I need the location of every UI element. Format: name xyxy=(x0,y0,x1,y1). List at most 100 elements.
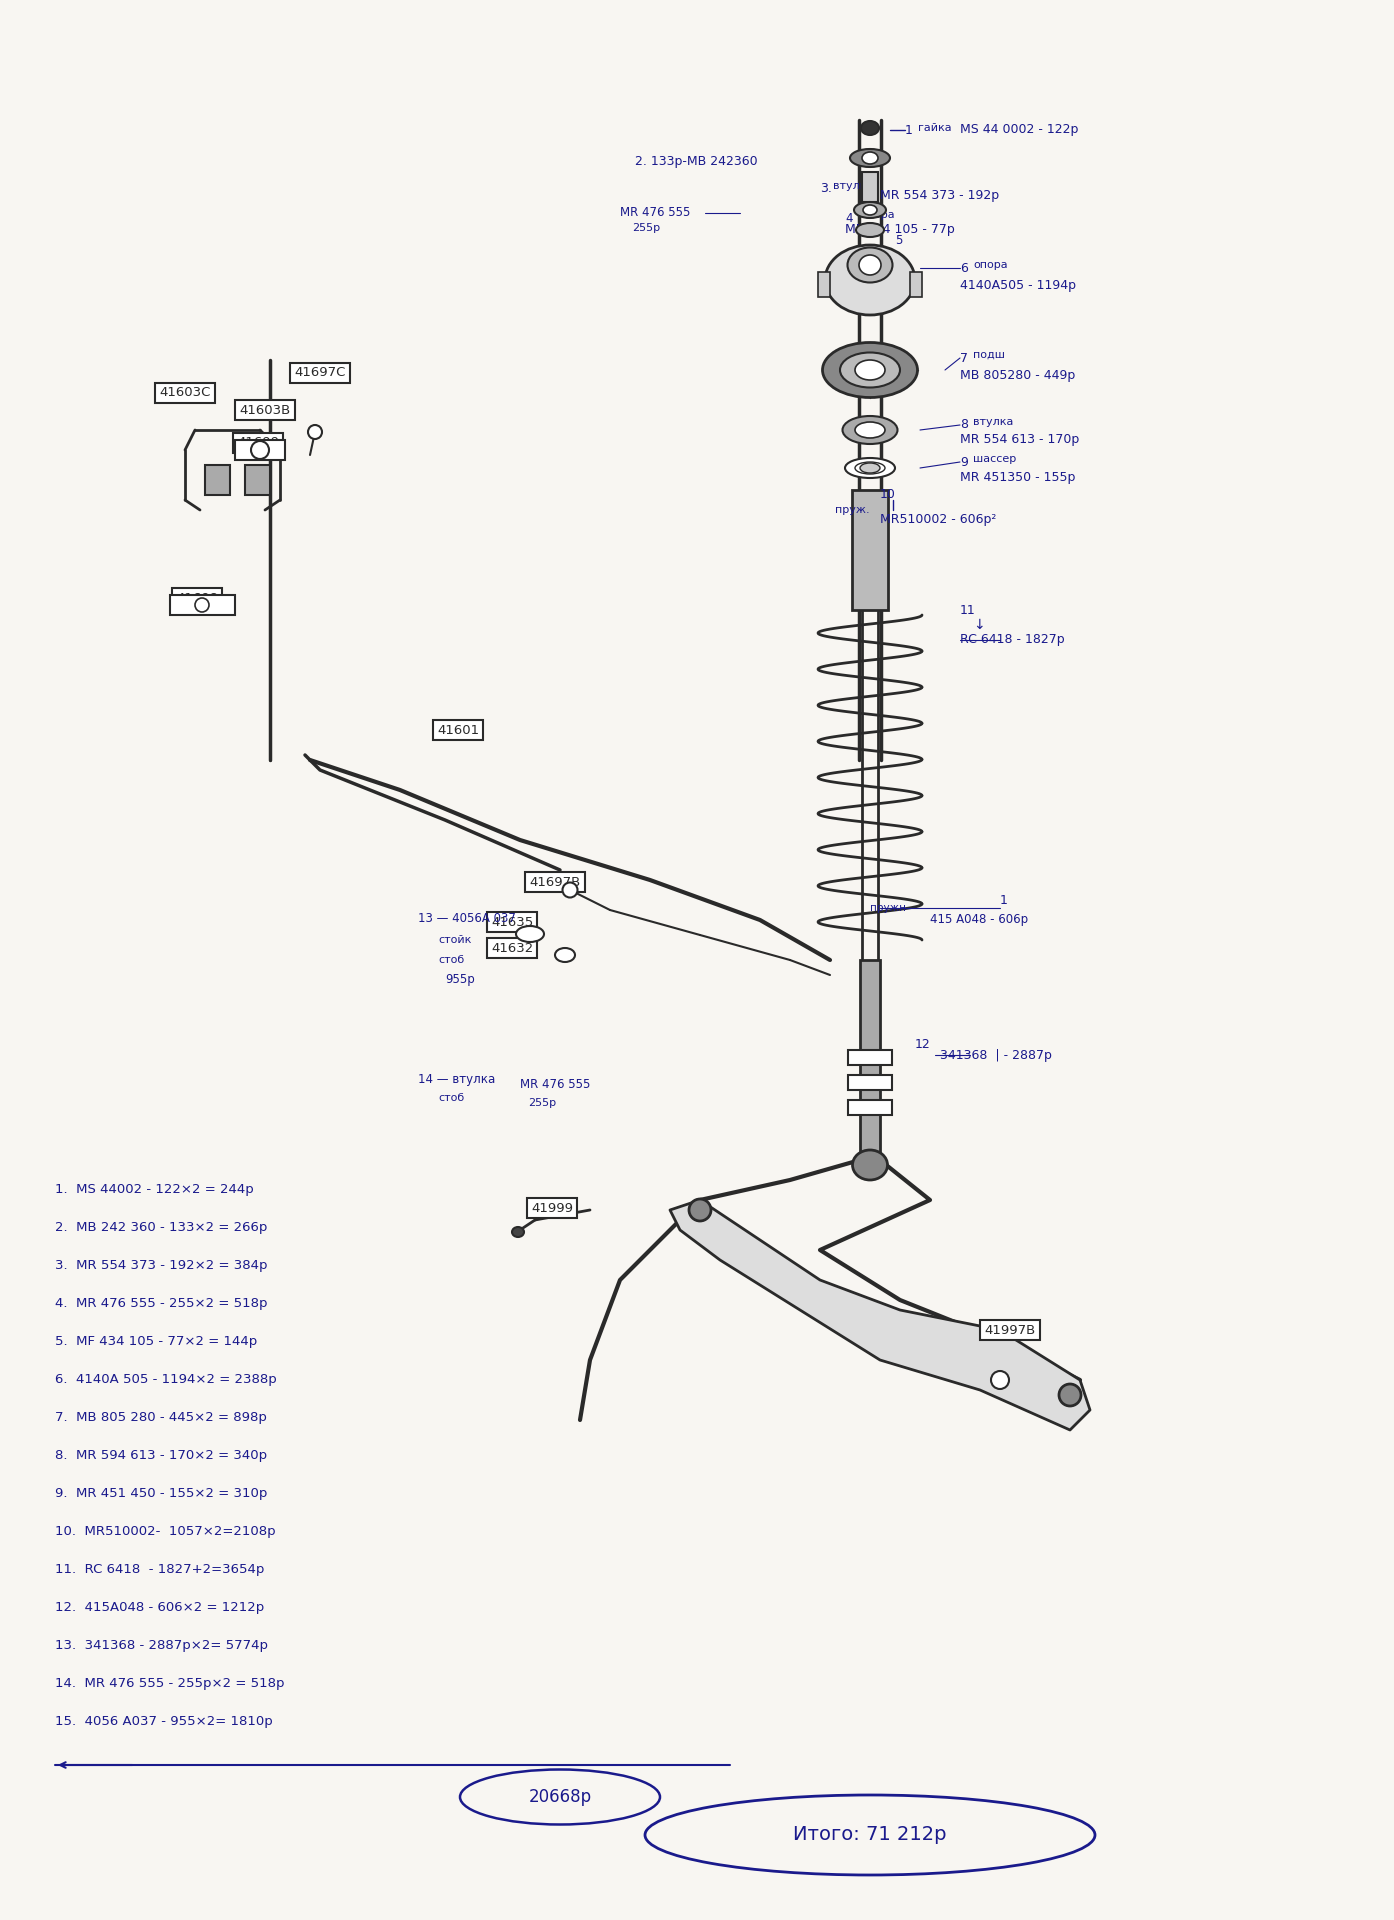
Text: 12.  415A048 - 606×2 = 1212р: 12. 415A048 - 606×2 = 1212р xyxy=(54,1601,265,1615)
Text: 10: 10 xyxy=(880,488,896,501)
Ellipse shape xyxy=(848,248,892,282)
Text: 2.  MB 242 360 - 133×2 = 266р: 2. MB 242 360 - 133×2 = 266р xyxy=(54,1221,268,1235)
Ellipse shape xyxy=(822,342,917,397)
Text: 13.  341368 - 2887p×2= 5774р: 13. 341368 - 2887p×2= 5774р xyxy=(54,1640,268,1653)
Text: 15.  4056 A037 - 955×2= 1810р: 15. 4056 A037 - 955×2= 1810р xyxy=(54,1715,273,1728)
Ellipse shape xyxy=(555,948,574,962)
Text: RC 6418 - 1827р: RC 6418 - 1827р xyxy=(960,634,1065,647)
Text: втулка: втулка xyxy=(973,417,1013,426)
Ellipse shape xyxy=(853,1150,888,1181)
Text: 12: 12 xyxy=(914,1039,931,1052)
Text: MR 451350 - 155р: MR 451350 - 155р xyxy=(960,472,1075,484)
Bar xyxy=(236,440,284,461)
Bar xyxy=(860,960,880,1160)
Text: 41603B: 41603B xyxy=(240,403,290,417)
Text: 11: 11 xyxy=(960,603,976,616)
Ellipse shape xyxy=(859,255,881,275)
Text: опора: опора xyxy=(973,259,1008,271)
Bar xyxy=(910,273,921,298)
Text: 41697B: 41697B xyxy=(530,876,581,889)
Ellipse shape xyxy=(863,205,877,215)
Text: 13 — 4056A 037: 13 — 4056A 037 xyxy=(418,912,516,925)
Text: 5: 5 xyxy=(895,234,902,246)
Ellipse shape xyxy=(195,597,209,612)
Bar xyxy=(818,273,829,298)
Bar xyxy=(861,173,878,202)
Text: 6: 6 xyxy=(960,261,967,275)
Ellipse shape xyxy=(251,442,269,459)
Ellipse shape xyxy=(308,424,322,440)
Text: шассер: шассер xyxy=(973,453,1016,465)
Text: 341368  | - 2887р: 341368 | - 2887р xyxy=(940,1048,1052,1062)
Text: MF 434 105 - 77р: MF 434 105 - 77р xyxy=(845,223,955,236)
Ellipse shape xyxy=(855,202,887,219)
Text: 5.  MF 434 105 - 77×2 = 144р: 5. MF 434 105 - 77×2 = 144р xyxy=(54,1336,258,1348)
Text: стоб: стоб xyxy=(438,1092,464,1102)
Text: 1: 1 xyxy=(905,123,913,136)
Text: 9.  MR 451 450 - 155×2 = 310р: 9. MR 451 450 - 155×2 = 310р xyxy=(54,1488,268,1501)
Text: 4140A505 - 1194р: 4140A505 - 1194р xyxy=(960,278,1076,292)
Text: пруж.: пруж. xyxy=(835,505,870,515)
Ellipse shape xyxy=(855,463,885,474)
Text: 4.  MR 476 555 - 255×2 = 518р: 4. MR 476 555 - 255×2 = 518р xyxy=(54,1298,268,1311)
Text: 41601: 41601 xyxy=(436,724,480,737)
Bar xyxy=(848,1075,892,1091)
Text: 41698: 41698 xyxy=(176,591,217,605)
Ellipse shape xyxy=(856,223,884,236)
Ellipse shape xyxy=(850,150,889,167)
Text: 3.  MR 554 373 - 192×2 = 384р: 3. MR 554 373 - 192×2 = 384р xyxy=(54,1260,268,1273)
Ellipse shape xyxy=(516,925,544,943)
Ellipse shape xyxy=(563,883,577,897)
Text: подш: подш xyxy=(973,349,1005,361)
Text: 415 A048 - 606р: 415 A048 - 606р xyxy=(930,914,1029,927)
Ellipse shape xyxy=(689,1198,711,1221)
Text: 41997B: 41997B xyxy=(984,1323,1036,1336)
Text: 2. 133р-MB 242360: 2. 133р-MB 242360 xyxy=(636,156,757,169)
Text: MR 476 555: MR 476 555 xyxy=(620,207,690,219)
Ellipse shape xyxy=(855,361,885,380)
Bar xyxy=(170,595,236,614)
Text: пружн: пружн xyxy=(870,902,906,914)
Ellipse shape xyxy=(861,152,878,163)
Text: гайка: гайка xyxy=(919,123,952,132)
Bar xyxy=(852,490,888,611)
Text: 41603C: 41603C xyxy=(159,386,210,399)
Text: 8: 8 xyxy=(960,419,967,432)
Bar xyxy=(848,1050,892,1066)
Text: 255р: 255р xyxy=(631,223,661,232)
Ellipse shape xyxy=(861,121,880,134)
Text: втулка: втулка xyxy=(834,180,874,190)
Text: 7.  MB 805 280 - 445×2 = 898р: 7. MB 805 280 - 445×2 = 898р xyxy=(54,1411,266,1425)
Text: 11.  RC 6418  - 1827+2=3654р: 11. RC 6418 - 1827+2=3654р xyxy=(54,1563,265,1576)
Text: MS 44 0002 - 122р: MS 44 0002 - 122р xyxy=(960,123,1079,136)
Text: стойк: стойк xyxy=(438,935,471,945)
Text: 3.: 3. xyxy=(820,182,832,194)
Text: 41697C: 41697C xyxy=(294,367,346,380)
Text: MR 476 555: MR 476 555 xyxy=(520,1079,591,1091)
Ellipse shape xyxy=(841,353,901,388)
Text: 10.  MR510002-  1057×2=2108р: 10. MR510002- 1057×2=2108р xyxy=(54,1526,276,1538)
Text: 9: 9 xyxy=(960,455,967,468)
Text: 14.  MR 476 555 - 255p×2 = 518р: 14. MR 476 555 - 255p×2 = 518р xyxy=(54,1678,284,1690)
Text: MB 805280 - 449р: MB 805280 - 449р xyxy=(960,369,1075,382)
Text: ↓: ↓ xyxy=(973,618,984,632)
Text: 41699: 41699 xyxy=(237,436,279,449)
Text: 7: 7 xyxy=(960,351,967,365)
Ellipse shape xyxy=(1059,1384,1080,1405)
Ellipse shape xyxy=(512,1227,524,1236)
Text: 41999: 41999 xyxy=(531,1202,573,1215)
Ellipse shape xyxy=(991,1371,1009,1388)
Ellipse shape xyxy=(860,463,880,472)
Text: 6.  4140A 505 - 1194×2 = 2388р: 6. 4140A 505 - 1194×2 = 2388р xyxy=(54,1373,277,1386)
Text: 255р: 255р xyxy=(528,1098,556,1108)
Ellipse shape xyxy=(842,417,898,444)
Text: 4: 4 xyxy=(845,211,853,225)
Text: MR510002 - 606р²: MR510002 - 606р² xyxy=(880,513,997,526)
Bar xyxy=(848,1100,892,1116)
Ellipse shape xyxy=(855,422,885,438)
Text: MR 554 373 - 192р: MR 554 373 - 192р xyxy=(880,188,999,202)
Text: 14 — втулка: 14 — втулка xyxy=(418,1073,495,1087)
Ellipse shape xyxy=(825,246,914,315)
Text: 20668р: 20668р xyxy=(528,1788,591,1807)
Ellipse shape xyxy=(845,459,895,478)
